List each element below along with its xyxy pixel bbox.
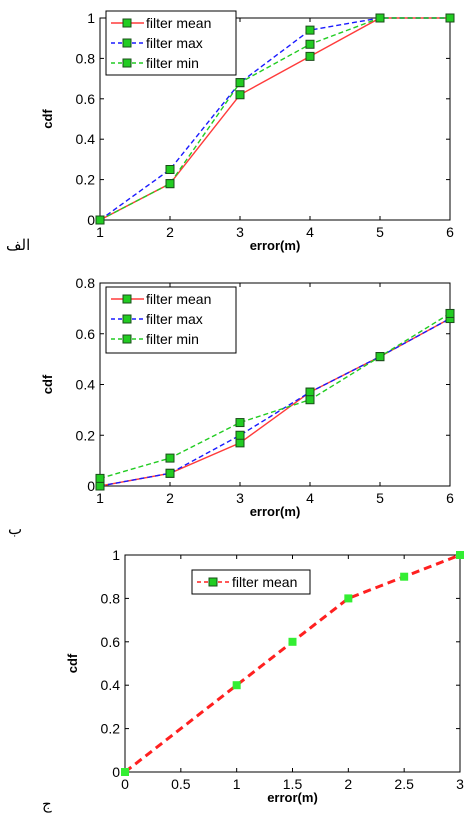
chart-panel-c: 0 0.5 1 1.5 2 2.5 3 0 0.2 0.4 0.6 0.8 1 error(m) cdf fi… [65, 547, 464, 805]
legend-marker [122, 294, 132, 304]
y-tick-label: 0.8 [76, 50, 96, 66]
y-tick-label: 0.2 [101, 721, 121, 737]
chart-panel-b: 1 2 3 4 5 6 0 0.2 0.4 0.6 0.8 error(m) cdf filter mea… [40, 275, 455, 519]
y-axis-label: cdf [40, 109, 55, 129]
legend-label: filter mean [232, 574, 297, 590]
data-point [456, 551, 464, 559]
x-tick-label: 0 [121, 776, 129, 792]
data-point [344, 594, 353, 603]
x-tick-label: 0.5 [171, 776, 191, 792]
series-line [99, 312, 451, 480]
y-tick-label: 0.6 [76, 326, 96, 342]
legend-marker [122, 58, 132, 68]
series-line [124, 553, 461, 774]
data-point [235, 90, 245, 100]
data-point [165, 468, 175, 478]
data-point [288, 637, 297, 646]
y-tick-label: 0.2 [76, 427, 96, 443]
x-tick-label: 5 [376, 224, 384, 240]
data-point [232, 681, 241, 690]
y-tick-label: 0.4 [76, 131, 96, 147]
y-tick-label: 0 [112, 764, 120, 780]
y-tick-label: 0 [87, 478, 95, 494]
y-tick-label: 0.6 [76, 91, 96, 107]
legend-label: filter max [146, 35, 203, 51]
legend-label: filter mean [146, 15, 211, 31]
panel-label-a: الف [6, 236, 31, 254]
x-tick-label: 1 [96, 490, 104, 506]
legend-marker [122, 38, 132, 48]
y-tick-label: 1 [87, 10, 95, 26]
x-axis-label: error(m) [267, 790, 318, 805]
x-tick-label: 6 [446, 224, 454, 240]
x-tick-label: 4 [306, 490, 314, 506]
x-tick-label: 1 [233, 776, 241, 792]
data-point [95, 481, 105, 491]
data-point [95, 473, 105, 483]
data-point [445, 308, 455, 318]
data-point [235, 438, 245, 448]
data-point [235, 78, 245, 88]
y-tick-label: 1 [112, 547, 120, 563]
x-tick-label: 5 [376, 490, 384, 506]
y-tick-label: 0.6 [101, 634, 121, 650]
series-line [99, 17, 450, 221]
x-axis-label: error(m) [250, 504, 301, 519]
series-line [99, 317, 451, 487]
x-tick-label: 2 [166, 490, 174, 506]
panel-label-c: ج [42, 795, 52, 813]
x-tick-label: 3 [456, 776, 464, 792]
x-tick-label: 2 [166, 224, 174, 240]
data-point [305, 395, 315, 405]
data-point [165, 165, 175, 174]
legend-label: filter mean [146, 291, 211, 307]
chart-panel-a: 1 2 3 4 5 6 0 0.2 0.4 0.6 0.8 1 error(m) cdf filter me… [40, 10, 455, 253]
x-tick-label: 1.5 [283, 776, 303, 792]
data-point [95, 215, 105, 225]
y-tick-label: 0.4 [76, 377, 96, 393]
data-point [305, 25, 315, 35]
legend-marker [122, 314, 132, 324]
legend-label: filter max [146, 311, 203, 327]
data-point [165, 453, 175, 463]
y-axis-label: cdf [40, 374, 55, 394]
x-tick-label: 2.5 [394, 776, 414, 792]
legend-label: filter min [146, 331, 199, 347]
legend-marker [122, 18, 132, 28]
y-tick-label: 0.8 [76, 275, 96, 291]
data-point [375, 13, 385, 23]
y-tick-label: 0.4 [101, 677, 121, 693]
y-tick-label: 0.2 [76, 172, 96, 188]
x-tick-label: 3 [236, 224, 244, 240]
x-tick-label: 4 [306, 224, 314, 240]
x-tick-label: 1 [96, 224, 104, 240]
x-axis-label: error(m) [250, 238, 301, 253]
x-tick-label: 2 [344, 776, 352, 792]
x-tick-label: 3 [236, 490, 244, 506]
data-point [165, 179, 175, 189]
x-tick-label: 6 [446, 490, 454, 506]
y-axis-label: cdf [65, 653, 80, 673]
legend-label: filter min [146, 55, 199, 71]
data-point [235, 418, 245, 428]
data-point [305, 51, 315, 61]
legend-marker [122, 334, 132, 344]
data-point [305, 39, 315, 49]
y-tick-label: 0.8 [101, 590, 121, 606]
y-tick-label: 0 [87, 212, 95, 228]
data-point [375, 352, 385, 362]
legend-marker [208, 577, 218, 587]
data-point [121, 768, 129, 776]
data-point [445, 13, 455, 23]
data-point [400, 572, 409, 581]
panel-label-b: ب [8, 520, 23, 538]
data-point [235, 430, 245, 440]
data-point [305, 387, 315, 397]
